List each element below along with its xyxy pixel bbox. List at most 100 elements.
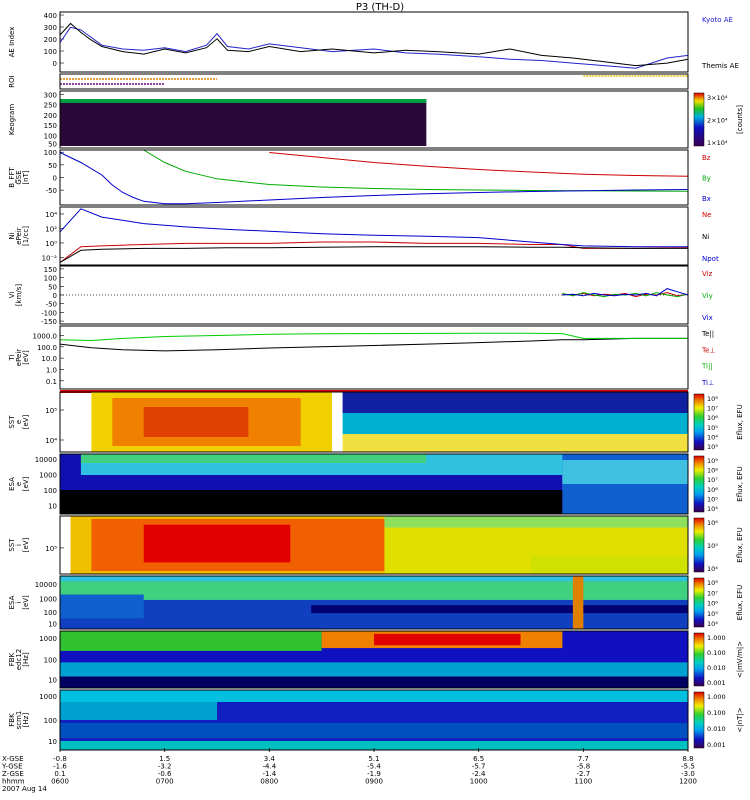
panel-ylabel-sst_i: [eV] — [22, 537, 30, 552]
spectrogram-cell-fbk_b — [60, 741, 688, 750]
panel-ytick-esa_e: 100 — [44, 487, 57, 495]
panel-ytick-vi: -100 — [41, 309, 57, 317]
colorbar-tick-fbk_e: 0.010 — [707, 664, 726, 672]
colorbar-esa_i — [693, 577, 705, 628]
colorbar-label-keogram: [counts] — [736, 105, 744, 134]
panel-ytick-bfgm: 0 — [53, 175, 57, 183]
colorbar-tick-esa_e: 10⁸ — [707, 467, 718, 475]
colorbar-tick-esa_e: 10⁷ — [707, 476, 718, 484]
panel-border-fbk_e — [59, 630, 689, 689]
time-axis-value: 0.1 — [54, 770, 65, 778]
ti-series-line — [59, 337, 688, 352]
colorbar-tick-esa_e: 10⁶ — [707, 486, 718, 494]
panel-border-vi — [59, 265, 689, 325]
panel-ylabel-ae: AE Index — [8, 27, 16, 58]
legend-entry-ni: Npot — [702, 255, 719, 263]
panel-ytick-ae: 400 — [44, 12, 57, 20]
spectrogram-cell-sst_i — [143, 524, 291, 563]
legend-entry-ti: Te⊥ — [701, 346, 716, 354]
colorbar-label-esa_i: Eflux, EFU — [736, 585, 744, 620]
time-axis-value: 0700 — [156, 778, 174, 786]
spectrogram-cell-fbk_e — [60, 676, 688, 688]
time-axis-value: -5.5 — [681, 763, 695, 771]
colorbar-tick-keogram: 2×10⁴ — [707, 117, 728, 125]
ae-series-line — [59, 26, 689, 69]
bfgm-series-line — [143, 149, 689, 192]
panel-ytick-esa_i: 10 — [48, 621, 57, 629]
colorbar-sst_i — [693, 517, 705, 573]
legend-entry-ae: Themis AE — [701, 62, 739, 70]
panel-ytick-ti: 1000.0 — [33, 332, 58, 340]
panel-ytick-ni: 10⁰ — [45, 240, 57, 248]
ni-series-line — [59, 241, 689, 263]
colorbar-tick-sst_e: 10⁷ — [707, 405, 718, 413]
vi-series-line — [562, 292, 689, 298]
panel-ylabel-bfgm: [nT] — [22, 170, 30, 184]
panel-ytick-vi: 0 — [53, 292, 57, 300]
colorbar-tick-fbk_e: 1.000 — [707, 634, 726, 642]
panel-ylabel-esa_i: [eV] — [22, 595, 30, 610]
panel-border-ni — [59, 206, 689, 266]
legend-entry-ti: Te|| — [701, 330, 714, 338]
spectrogram-cell-esa_i — [60, 599, 688, 629]
keogram-image — [60, 99, 427, 146]
time-axis-value: 6.5 — [473, 755, 484, 763]
panel-border-keogram — [59, 90, 689, 149]
time-axis-row-label: hhmm — [2, 778, 25, 786]
colorbar-esa_e — [693, 455, 705, 513]
keogram-image-edge — [60, 99, 427, 103]
spectrogram-cell-sst_e — [143, 407, 249, 437]
panel-ytick-fbk_e: 100 — [44, 657, 57, 665]
panel-ytick-vi: -150 — [41, 318, 57, 326]
time-axis-value: 1.5 — [159, 755, 170, 763]
panel-ytick-esa_e: 10 — [48, 503, 57, 511]
panel-ylabel-vi: [km/s] — [15, 284, 23, 307]
colorbar-tick-sst_i: 10⁴ — [707, 565, 718, 573]
panel-ytick-keogram: 50 — [48, 140, 57, 148]
colorbar-tick-fbk_b: 0.010 — [707, 725, 726, 733]
panel-ytick-fbk_b: 100 — [44, 717, 57, 725]
colorbar-tick-sst_e: 10⁶ — [707, 414, 718, 422]
colorbar-fbk_e — [693, 632, 705, 687]
ae-series-line — [59, 22, 689, 67]
time-axis-value: -2.7 — [576, 770, 590, 778]
panel-ytick-bfgm: 100 — [44, 149, 57, 157]
legend-entry-vi: Viy — [702, 292, 713, 300]
time-axis-value: 0600 — [51, 778, 69, 786]
panel-ytick-sst_e: 10⁴ — [45, 437, 57, 445]
colorbar-label-fbk_b: <|nT|> — [736, 707, 744, 732]
legend-entry-vi: Vix — [702, 314, 713, 322]
panel-ylabel-fbk_e: FBK — [8, 652, 16, 666]
spectrogram-cell-fbk_e — [374, 633, 521, 646]
panel-ylabel-sst_i: SST — [8, 538, 16, 552]
panel-ylabel-vi: Vi — [8, 292, 16, 299]
time-axis-value: 1200 — [679, 778, 697, 786]
colorbar-tick-sst_e: 10⁵ — [707, 424, 718, 432]
time-axis-value: 1000 — [470, 778, 488, 786]
panel-ylabel-bfgm: GSE — [15, 170, 23, 184]
ni-series-line — [59, 246, 688, 263]
time-axis-value: 5.1 — [368, 755, 379, 763]
time-axis-value: -1.9 — [367, 770, 381, 778]
panel-frame-ae — [59, 11, 689, 73]
colorbar-tick-fbk_e: 0.100 — [707, 649, 726, 657]
spectrogram-cell-fbk_e — [60, 631, 322, 651]
time-axis-value: -0.6 — [158, 770, 172, 778]
colorbar-fbk_b — [693, 691, 705, 749]
time-axis-value: -1.6 — [53, 763, 67, 771]
panel-ylabel-fbk_b: FBK — [8, 713, 16, 727]
colorbar-tick-esa_i: 10⁶ — [707, 600, 718, 608]
time-axis-value: -3.2 — [158, 763, 172, 771]
colorbar-tick-esa_i: 10⁵ — [707, 610, 718, 618]
colorbar-label-fbk_e: <|mV/m|> — [736, 641, 744, 678]
legend-entry-bfgm: Bz — [702, 154, 711, 162]
spectrogram-cell-esa_i — [60, 581, 688, 600]
time-axis-row-label: X-GSE — [2, 755, 24, 763]
panel-ylabel-fbk_b: [Hz] — [22, 713, 30, 728]
panel-ylabel-esa_i: i — [15, 601, 23, 603]
legend-entry-ti: Ti⊥ — [701, 379, 714, 387]
panel-ylabel-sst_e: e — [15, 420, 23, 424]
panel-ytick-vi: 150 — [44, 266, 57, 274]
panel-ytick-ae: 100 — [44, 48, 57, 56]
panel-ylabel-esa_i: ESA — [8, 595, 16, 609]
